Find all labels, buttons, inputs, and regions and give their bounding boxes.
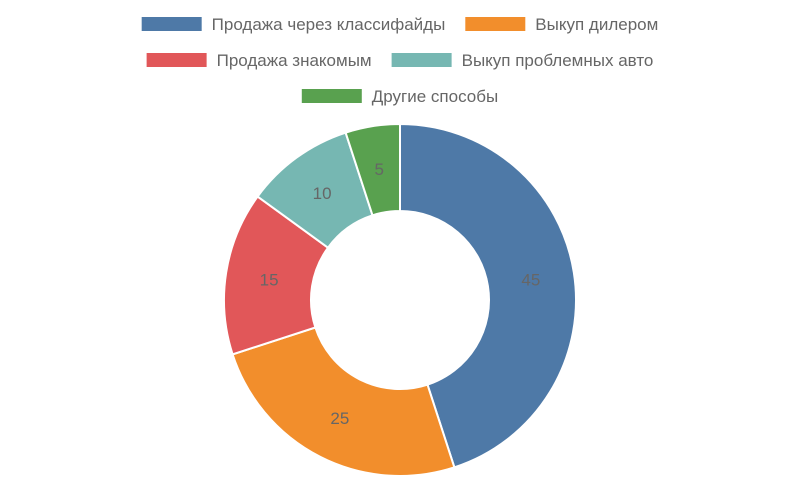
legend-swatch-3[interactable] — [391, 53, 452, 67]
legend-label-0[interactable]: Продажа через классифайды — [212, 15, 446, 34]
slice-label-3: 10 — [313, 184, 332, 203]
slice-label-2: 15 — [260, 270, 279, 289]
slice-0[interactable] — [399, 122, 577, 469]
legend-swatch-0[interactable] — [141, 17, 202, 31]
slice-1[interactable] — [231, 326, 456, 477]
slice-4[interactable] — [344, 122, 401, 217]
legend-label-1[interactable]: Выкуп дилером — [535, 15, 658, 34]
legend-swatch-2[interactable] — [146, 53, 207, 67]
legend-label-2[interactable]: Продажа знакомым — [217, 51, 372, 70]
chart-legend: Продажа через классифайды Выкуп дилером Пр… — [141, 15, 658, 106]
slice-label-0: 45 — [521, 270, 540, 289]
slice-label-1: 25 — [330, 409, 349, 428]
slice-2[interactable] — [223, 195, 330, 356]
chart-data-labels: 45 25 15 10 5 — [260, 160, 541, 428]
legend-label-3[interactable]: Выкуп проблемных авто — [462, 51, 654, 70]
legend-label-4[interactable]: Другие способы — [372, 87, 498, 106]
legend-swatch-1[interactable] — [465, 17, 526, 31]
legend-swatch-4[interactable] — [301, 89, 362, 103]
chart-slices — [223, 122, 577, 477]
slice-label-4: 5 — [375, 160, 384, 179]
